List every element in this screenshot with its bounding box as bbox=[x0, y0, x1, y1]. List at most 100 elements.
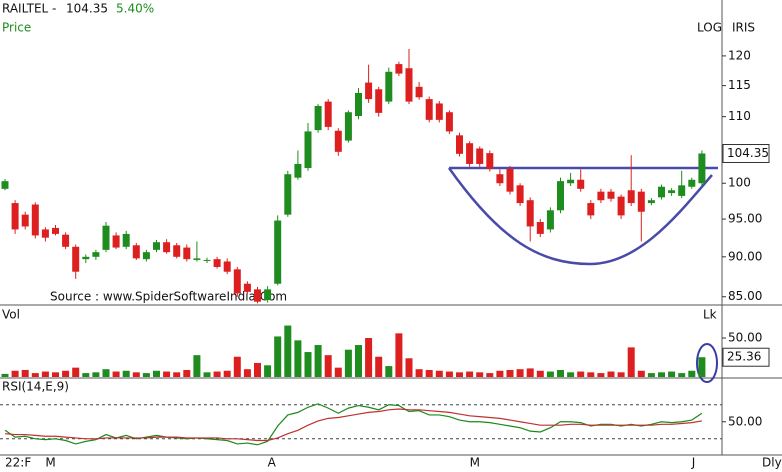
y-tick-label: 90.00 bbox=[728, 249, 762, 263]
candle-body bbox=[627, 190, 635, 204]
volume-bar bbox=[82, 373, 90, 377]
volume-bar bbox=[62, 370, 70, 377]
candle-body bbox=[203, 259, 211, 261]
candle-body bbox=[536, 222, 544, 234]
candle-body bbox=[223, 261, 231, 272]
volume-bar bbox=[425, 369, 433, 377]
volume-bar bbox=[31, 373, 39, 377]
x-tick-label: A bbox=[268, 456, 277, 470]
volume-bar bbox=[132, 372, 140, 377]
volume-bar bbox=[183, 369, 191, 377]
candle-body bbox=[284, 174, 292, 215]
candle-body bbox=[132, 245, 140, 259]
volume-bar bbox=[587, 372, 595, 377]
candle-body bbox=[445, 112, 453, 132]
change: 5.40% bbox=[116, 2, 154, 16]
volume-bar bbox=[21, 369, 29, 377]
y-tick-label: 50.00 bbox=[728, 414, 762, 428]
candle-body bbox=[21, 214, 29, 227]
volume-bar bbox=[506, 369, 514, 377]
volume-bar bbox=[567, 372, 575, 377]
cup-pattern bbox=[447, 167, 713, 266]
volume-bar bbox=[173, 372, 181, 377]
candle-body bbox=[587, 203, 595, 216]
x-tick-label: 22:F bbox=[5, 456, 31, 470]
volume-bar bbox=[264, 365, 272, 377]
candle-body bbox=[476, 148, 484, 164]
volume-bar bbox=[395, 333, 403, 377]
candle-body bbox=[415, 86, 423, 98]
volume-bar bbox=[334, 367, 342, 377]
candle-body bbox=[344, 112, 352, 141]
volume-bar bbox=[41, 371, 49, 377]
volume-bar bbox=[546, 371, 554, 377]
y-tick-label: 95.00 bbox=[728, 212, 762, 226]
x-tick-label: M bbox=[470, 456, 480, 470]
candle-body bbox=[355, 92, 362, 117]
volume-bar bbox=[415, 369, 423, 377]
candle-body bbox=[637, 191, 645, 212]
volume-bar bbox=[213, 371, 221, 377]
candle-body bbox=[31, 204, 39, 236]
unit: Lk bbox=[703, 308, 717, 322]
candle-body bbox=[365, 82, 373, 100]
volume-bar bbox=[142, 373, 150, 377]
chart-title: RAILTEL - bbox=[2, 2, 56, 16]
candle-body bbox=[486, 153, 494, 169]
candle-body bbox=[92, 252, 100, 257]
volume-bar bbox=[344, 349, 352, 377]
panel-title: RSI(14,E,9) bbox=[2, 380, 69, 394]
volume-bar bbox=[698, 357, 706, 377]
panel-title: Vol bbox=[2, 308, 20, 322]
volume-bar bbox=[557, 369, 564, 377]
volume-bar bbox=[223, 370, 231, 377]
candle-body bbox=[112, 235, 120, 248]
x-tick-label: J bbox=[691, 456, 696, 470]
candle-body bbox=[466, 143, 474, 164]
candle-body bbox=[1, 181, 9, 189]
volume-bar bbox=[476, 372, 484, 377]
volume-bar bbox=[304, 352, 312, 377]
volume-bar bbox=[102, 369, 110, 377]
candle-body bbox=[102, 225, 110, 250]
volume-box bbox=[722, 347, 770, 367]
volume-bar bbox=[294, 340, 302, 377]
candle-body bbox=[456, 135, 463, 154]
volume-bar bbox=[496, 370, 504, 377]
volume-bar bbox=[516, 369, 524, 377]
volume-bar bbox=[203, 372, 211, 377]
candle-body bbox=[658, 186, 665, 198]
y-tick-label: 50.00 bbox=[728, 331, 762, 345]
volume-bar bbox=[627, 347, 635, 377]
candle-body bbox=[688, 179, 696, 187]
candle-body bbox=[122, 233, 130, 247]
candle-body bbox=[183, 247, 191, 260]
volume-bar bbox=[607, 371, 615, 377]
candle-body bbox=[213, 259, 221, 267]
volume-bar bbox=[536, 370, 544, 377]
candle-body bbox=[72, 246, 80, 272]
volume-bar bbox=[456, 372, 463, 377]
candle-body bbox=[607, 191, 615, 199]
candle-body bbox=[516, 185, 524, 204]
volume-bar bbox=[233, 356, 241, 377]
candle-body bbox=[546, 210, 554, 230]
volume-bar bbox=[324, 355, 332, 377]
candle-body bbox=[496, 174, 504, 184]
candle-body bbox=[193, 258, 201, 260]
y-tick-label: 100 bbox=[728, 176, 751, 190]
candle-body bbox=[668, 190, 676, 194]
volume-bar bbox=[658, 372, 665, 377]
volume-bar bbox=[526, 368, 534, 377]
volume-bar bbox=[52, 372, 59, 377]
volume-bar bbox=[435, 370, 443, 377]
candle-body bbox=[395, 64, 403, 74]
volume-bar bbox=[365, 338, 373, 377]
volume-bar bbox=[274, 336, 282, 377]
y-tick-label: 115 bbox=[728, 78, 751, 92]
volume-bar bbox=[72, 367, 80, 377]
candle-body bbox=[153, 242, 160, 250]
candle-body bbox=[233, 269, 241, 294]
volume-bar bbox=[577, 371, 585, 377]
